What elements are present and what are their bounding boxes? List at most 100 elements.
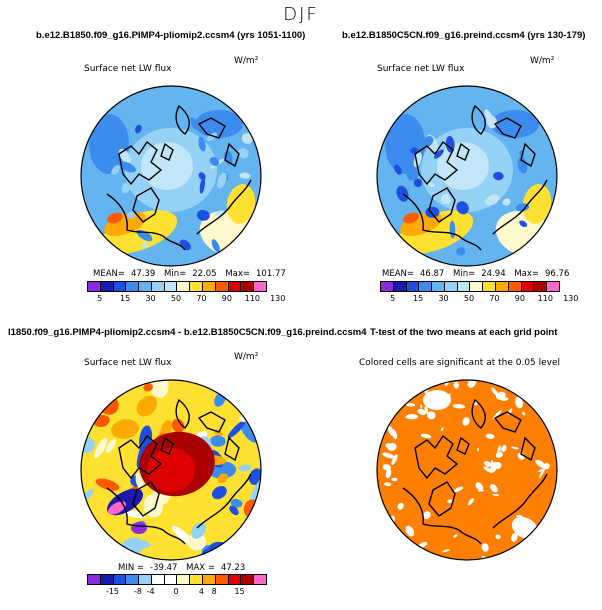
- non-significant-cell: [420, 404, 423, 409]
- panel-tr-colorbar: [380, 281, 560, 292]
- diff-patch: [136, 395, 158, 417]
- gulf-stream-hot: [107, 212, 123, 224]
- coastline: [160, 142, 174, 161]
- diff-patch: [111, 419, 139, 439]
- colorbar-tick-label: 30: [145, 294, 156, 303]
- diff-patch: [211, 485, 227, 500]
- flux-patch: [119, 161, 136, 173]
- non-significant-cell: [511, 532, 518, 542]
- map-field: [377, 380, 557, 560]
- diff-patch: [191, 522, 207, 539]
- panel-br-plot-title: Colored cells are significant at the 0.0…: [359, 358, 561, 368]
- non-significant-cell: [483, 466, 493, 473]
- colorbar-tick-label: 8: [211, 587, 217, 596]
- colorbar-swatch: [241, 575, 255, 584]
- non-significant-cell: [539, 467, 546, 479]
- non-significant-cell: [490, 484, 498, 493]
- non-significant-cell: [442, 549, 450, 553]
- min-label: MIN =: [118, 563, 145, 573]
- colorbar-swatch: [100, 575, 114, 584]
- coastline: [118, 434, 163, 480]
- coastline: [175, 398, 190, 429]
- colorbar-swatch: [457, 282, 471, 291]
- diff-patch: [229, 505, 239, 516]
- flux-patch: [127, 211, 135, 219]
- coastline: [224, 436, 240, 462]
- non-significant-cell: [382, 464, 391, 471]
- coastline: [402, 193, 482, 251]
- colorbar-swatch: [547, 282, 559, 291]
- flux-patch: [141, 242, 148, 248]
- map-field: [81, 86, 261, 266]
- colorbar-swatch: [113, 575, 127, 584]
- colorbar-swatch: [113, 282, 127, 291]
- colorbar-swatch: [470, 282, 484, 291]
- non-significant-cell: [452, 404, 466, 409]
- colorbar-swatch: [203, 575, 216, 584]
- coastline: [456, 436, 470, 455]
- canada-cold: [195, 110, 243, 138]
- panel-bl-polar-map: [80, 379, 262, 561]
- non-significant-cell: [405, 414, 419, 420]
- non-significant-cell: [522, 411, 526, 416]
- panel-tl-polar-map: [80, 85, 262, 267]
- diff-patch: [143, 383, 153, 392]
- diff-patch: [95, 478, 120, 491]
- max-value: 47.23: [220, 563, 246, 573]
- colorbar-swatch: [508, 282, 522, 291]
- colorbar-tick-label: -15: [105, 587, 119, 596]
- non-significant-cell: [501, 445, 507, 453]
- non-significant-cell: [405, 525, 415, 537]
- colorbar-tick-label: 50: [463, 294, 475, 303]
- panel-tr-plot-title: Surface net LW flux: [377, 64, 465, 74]
- colorbar-swatch: [190, 575, 204, 584]
- coastline: [520, 436, 536, 462]
- coastline: [118, 140, 163, 186]
- non-significant-cell: [494, 461, 502, 469]
- non-significant-cell: [391, 477, 398, 482]
- mean-label: MEAN=: [382, 269, 414, 279]
- flux-patch: [196, 209, 210, 221]
- coastline: [132, 187, 160, 223]
- min-value: 24.94: [481, 269, 506, 279]
- colorbar-swatch: [126, 575, 140, 584]
- non-significant-cell: [490, 460, 494, 466]
- coastline: [106, 193, 186, 251]
- panel-bl-units: W/m²: [234, 352, 259, 362]
- colorbar-swatch: [139, 282, 152, 291]
- max-label: MAX =: [186, 563, 215, 573]
- flux-patch: [209, 156, 220, 167]
- non-significant-cell: [492, 493, 500, 497]
- non-significant-cell: [397, 502, 404, 510]
- max-value: 101.77: [256, 269, 286, 279]
- max-label: Max=: [514, 269, 540, 279]
- panel-tr-stats: MEAN= 46.87 Min= 24.94 Max= 96.76: [382, 269, 575, 279]
- diff-patch: [227, 419, 247, 439]
- panel-bl-colorbar: [87, 574, 267, 585]
- flux-patch: [502, 198, 511, 206]
- colorbar-swatch: [496, 282, 509, 291]
- colorbar-tick-label: 4: [198, 587, 204, 596]
- coastline: [196, 179, 252, 235]
- colorbar-swatch: [164, 282, 178, 291]
- colorbar-swatch: [88, 282, 101, 291]
- colorbar-tick-label: 15: [120, 294, 131, 303]
- coastline: [471, 398, 486, 429]
- colorbar-swatch: [393, 282, 407, 291]
- coastline: [456, 142, 470, 161]
- mean-value: 47.39: [131, 269, 156, 279]
- coastline: [471, 104, 486, 135]
- siberia-cold: [89, 114, 129, 174]
- pacific-warm: [522, 184, 552, 224]
- diff-patch: [210, 435, 226, 447]
- non-significant-cell: [440, 427, 444, 432]
- map-boundary: [80, 379, 262, 561]
- season-title: DJF: [283, 4, 319, 25]
- coastline: [197, 411, 226, 433]
- non-significant-cell: [538, 468, 544, 472]
- flux-patch: [413, 178, 423, 188]
- colorbar-tick-label: 90: [514, 294, 525, 303]
- significant-field: [377, 380, 557, 560]
- diff-patch: [94, 437, 108, 459]
- flux-patch: [456, 247, 466, 256]
